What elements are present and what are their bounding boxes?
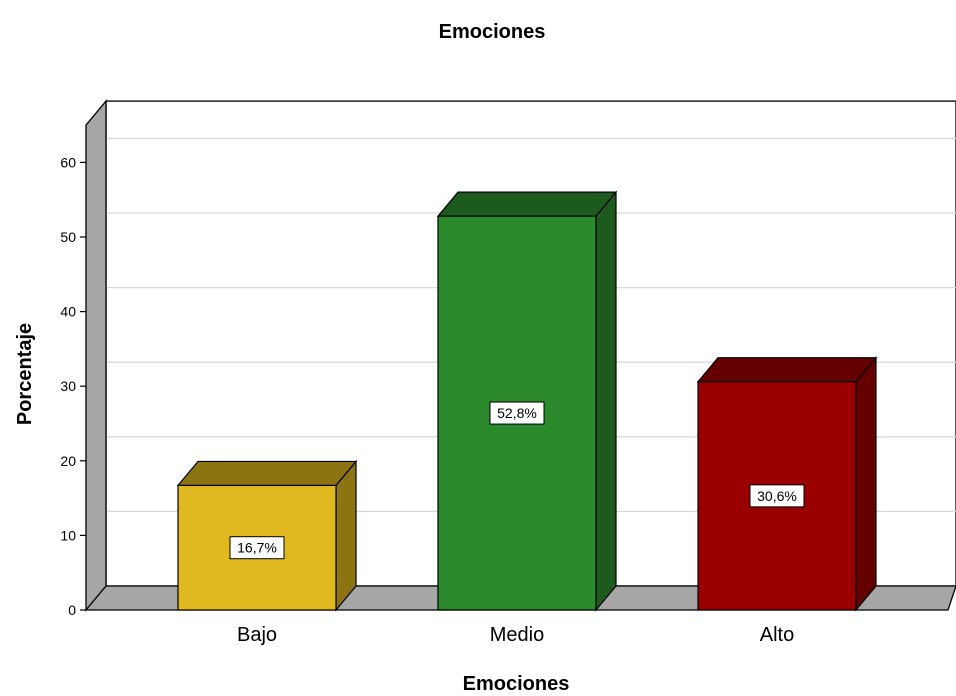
- data-label-box: [489, 401, 545, 425]
- y-tick-label: 20: [60, 453, 76, 469]
- data-label-box: [229, 536, 285, 560]
- data-label: 16,7%: [237, 540, 277, 556]
- y-tick-label: 30: [60, 378, 76, 394]
- data-label: 30,6%: [757, 488, 797, 504]
- bar-side-bajo: [335, 459, 357, 612]
- x-axis-label: Emociones: [463, 673, 570, 691]
- y-axis-label: Porcentaje: [14, 323, 36, 425]
- plot-area: 0 10 20 30 40 50 60 16,7% Bajo 52,8% Medio 30,6% Alt…: [60, 99, 956, 646]
- y-tick-label: 0: [68, 602, 76, 618]
- bar-top-alto: [696, 357, 878, 383]
- y-tick-label: 60: [60, 154, 76, 170]
- side-wall: [85, 99, 107, 612]
- data-label: 52,8%: [497, 405, 537, 421]
- bar-side-alto: [855, 356, 877, 612]
- chart-title: Emociones: [439, 21, 546, 43]
- data-label-box: [749, 484, 805, 508]
- x-tick-label: Medio: [490, 624, 544, 646]
- y-tick-label: 50: [60, 229, 76, 245]
- x-tick-label: Bajo: [237, 624, 277, 646]
- y-tick-label: 40: [60, 304, 76, 320]
- x-tick-label: Alto: [760, 624, 794, 646]
- bar-side-medio: [595, 190, 617, 612]
- bar-top-medio: [436, 191, 618, 217]
- y-tick-label: 10: [60, 527, 76, 543]
- bar-top-bajo: [176, 460, 358, 487]
